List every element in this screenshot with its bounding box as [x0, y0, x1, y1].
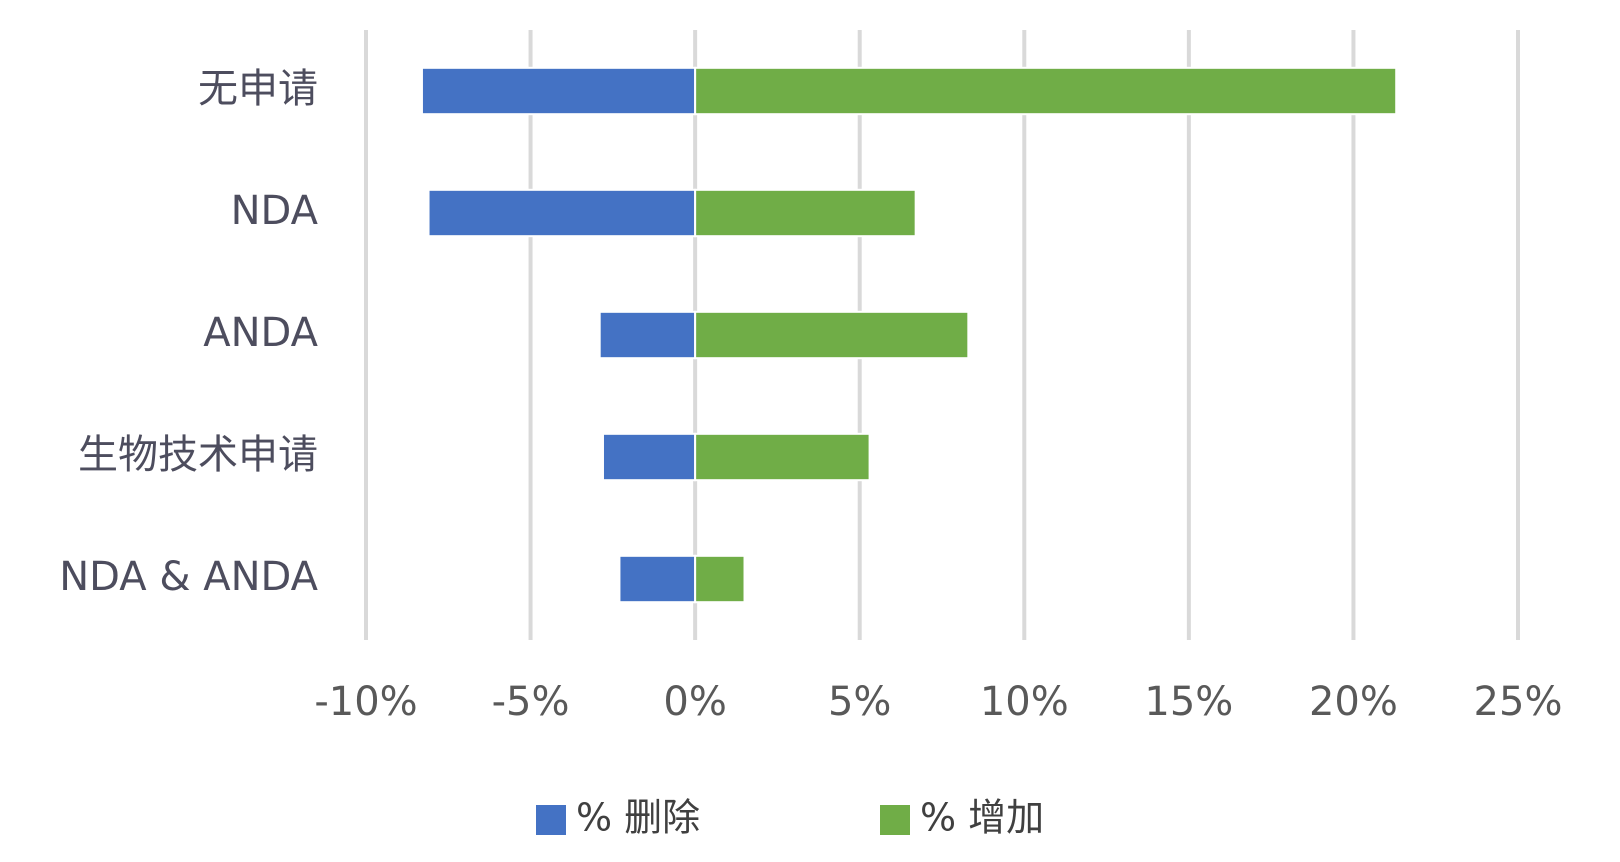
x-tick-label: 5%: [828, 679, 891, 725]
legend-label: % 增加: [920, 796, 1044, 840]
bar: [420, 66, 697, 116]
y-tick-label: NDA & ANDA: [59, 554, 318, 600]
x-tick-label: 0%: [663, 679, 726, 725]
bar: [601, 432, 697, 482]
y-tick-label: 生物技术申请: [78, 432, 318, 478]
x-tick-label: -5%: [492, 679, 570, 725]
bar: [694, 188, 917, 238]
x-tick-label: 15%: [1144, 679, 1233, 725]
bar: [598, 310, 697, 360]
legend-swatch: [536, 805, 566, 835]
y-tick-label: 无申请: [198, 66, 318, 112]
legend-label: % 删除: [576, 796, 700, 840]
x-tick-label: -10%: [314, 679, 417, 725]
y-tick-label: NDA: [231, 188, 319, 234]
bar: [694, 432, 871, 482]
legend-swatch: [880, 805, 910, 835]
bar: [427, 188, 697, 238]
x-tick-label: 10%: [980, 679, 1069, 725]
bar: [694, 310, 970, 360]
bar: [694, 66, 1398, 116]
bar: [618, 554, 697, 604]
bar: [694, 554, 746, 604]
y-tick-label: ANDA: [203, 310, 318, 356]
x-tick-label: 25%: [1474, 679, 1563, 725]
x-tick-label: 20%: [1309, 679, 1398, 725]
